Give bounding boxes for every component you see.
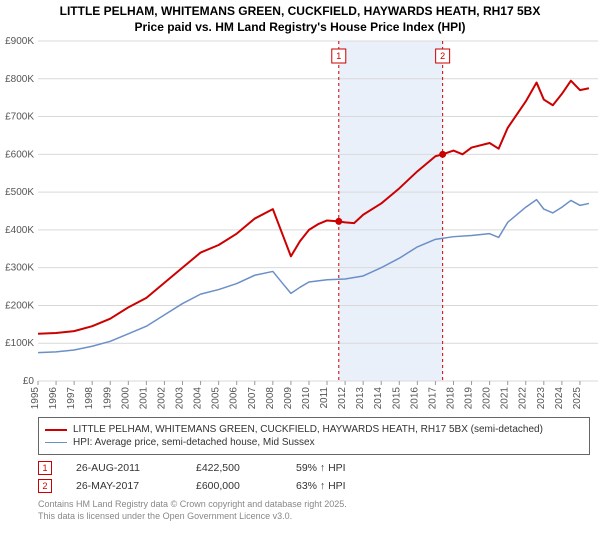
chart-area: £0 £100K £200K £300K £400K £500K £600K £700K £80…: [0, 35, 600, 415]
y-tick-label: £0: [23, 376, 35, 387]
chart-title: LITTLE PELHAM, WHITEMANS GREEN, CUCKFIEL…: [0, 0, 600, 35]
x-tick-label: 2014: [373, 387, 384, 410]
x-tick-label: 1996: [48, 387, 59, 410]
series-property: [38, 81, 589, 334]
marker-hpi: 59% ↑ HPI: [296, 462, 346, 474]
x-tick-label: 2019: [464, 387, 475, 410]
title-line1: LITTLE PELHAM, WHITEMANS GREEN, CUCKFIEL…: [8, 4, 592, 20]
x-tick-label: 1995: [30, 387, 41, 410]
marker-dot: [335, 218, 342, 225]
x-tick-label: 2005: [211, 387, 222, 410]
legend-swatch: [45, 442, 67, 443]
x-tick-label: 2018: [445, 387, 456, 410]
x-tick-label: 2017: [427, 387, 438, 410]
x-tick-label: 2001: [138, 387, 149, 410]
x-tick-label: 2011: [319, 387, 330, 409]
x-tick-label: 2015: [391, 387, 402, 410]
title-line2: Price paid vs. HM Land Registry's House …: [8, 20, 592, 36]
x-tick-label: 2021: [500, 387, 511, 410]
x-tick-label: 2003: [175, 387, 186, 410]
chart-svg: £0 £100K £200K £300K £400K £500K £600K £700K £80…: [0, 35, 600, 415]
legend-row: LITTLE PELHAM, WHITEMANS GREEN, CUCKFIEL…: [45, 424, 583, 435]
x-tick-label: 2006: [229, 387, 240, 410]
marker-row: 1 26-AUG-2011£422,50059% ↑ HPI: [38, 461, 590, 475]
x-tick-label: 2000: [120, 387, 131, 410]
marker-hpi: 63% ↑ HPI: [296, 480, 346, 492]
marker-price: £422,500: [196, 462, 296, 474]
legend: LITTLE PELHAM, WHITEMANS GREEN, CUCKFIEL…: [38, 417, 590, 455]
marker-table: 1 26-AUG-2011£422,50059% ↑ HPI 2 26-MAY-201…: [38, 461, 590, 493]
legend-swatch: [45, 429, 67, 431]
y-tick-label: £800K: [5, 74, 34, 85]
footer-line2: This data is licensed under the Open Gov…: [38, 511, 590, 523]
marker-flag-num: 2: [440, 51, 445, 61]
x-tick-label: 2013: [355, 387, 366, 410]
marker-date: 26-MAY-2017: [76, 480, 196, 492]
y-tick-label: £400K: [5, 225, 34, 236]
y-tick-label: £100K: [5, 338, 34, 349]
y-tick-label: £900K: [5, 36, 34, 47]
x-tick-label: 1998: [84, 387, 95, 410]
legend-row: HPI: Average price, semi-detached house,…: [45, 437, 583, 448]
x-tick-label: 2022: [518, 387, 529, 410]
x-tick-label: 2024: [554, 387, 565, 410]
marker-dot: [439, 151, 446, 158]
series-hpi: [38, 200, 589, 353]
y-tick-label: £500K: [5, 187, 34, 198]
x-tick-label: 2023: [536, 387, 547, 410]
marker-num: 2: [38, 479, 52, 493]
x-tick-label: 2007: [247, 387, 258, 410]
x-tick-label: 2008: [265, 387, 276, 410]
marker-flag-num: 1: [336, 51, 341, 61]
x-tick-label: 2012: [337, 387, 348, 410]
legend-label: LITTLE PELHAM, WHITEMANS GREEN, CUCKFIEL…: [73, 424, 543, 435]
marker-price: £600,000: [196, 480, 296, 492]
shaded-band: [339, 41, 443, 381]
y-tick-label: £300K: [5, 263, 34, 274]
x-tick-label: 1999: [102, 387, 113, 410]
x-tick-label: 2016: [409, 387, 420, 410]
marker-num: 1: [38, 461, 52, 475]
x-tick-label: 1997: [66, 387, 77, 410]
x-tick-label: 2009: [283, 387, 294, 410]
y-tick-label: £700K: [5, 112, 34, 123]
y-tick-label: £600K: [5, 150, 34, 161]
x-tick-label: 2020: [482, 387, 493, 410]
footer: Contains HM Land Registry data © Crown c…: [38, 499, 590, 522]
footer-line1: Contains HM Land Registry data © Crown c…: [38, 499, 590, 511]
x-tick-label: 2010: [301, 387, 312, 410]
legend-label: HPI: Average price, semi-detached house,…: [73, 437, 315, 448]
x-tick-label: 2025: [572, 387, 583, 410]
marker-date: 26-AUG-2011: [76, 462, 196, 474]
x-tick-label: 2004: [193, 387, 204, 410]
marker-row: 2 26-MAY-2017£600,00063% ↑ HPI: [38, 479, 590, 493]
x-tick-label: 2002: [156, 387, 167, 410]
y-tick-label: £200K: [5, 301, 34, 312]
